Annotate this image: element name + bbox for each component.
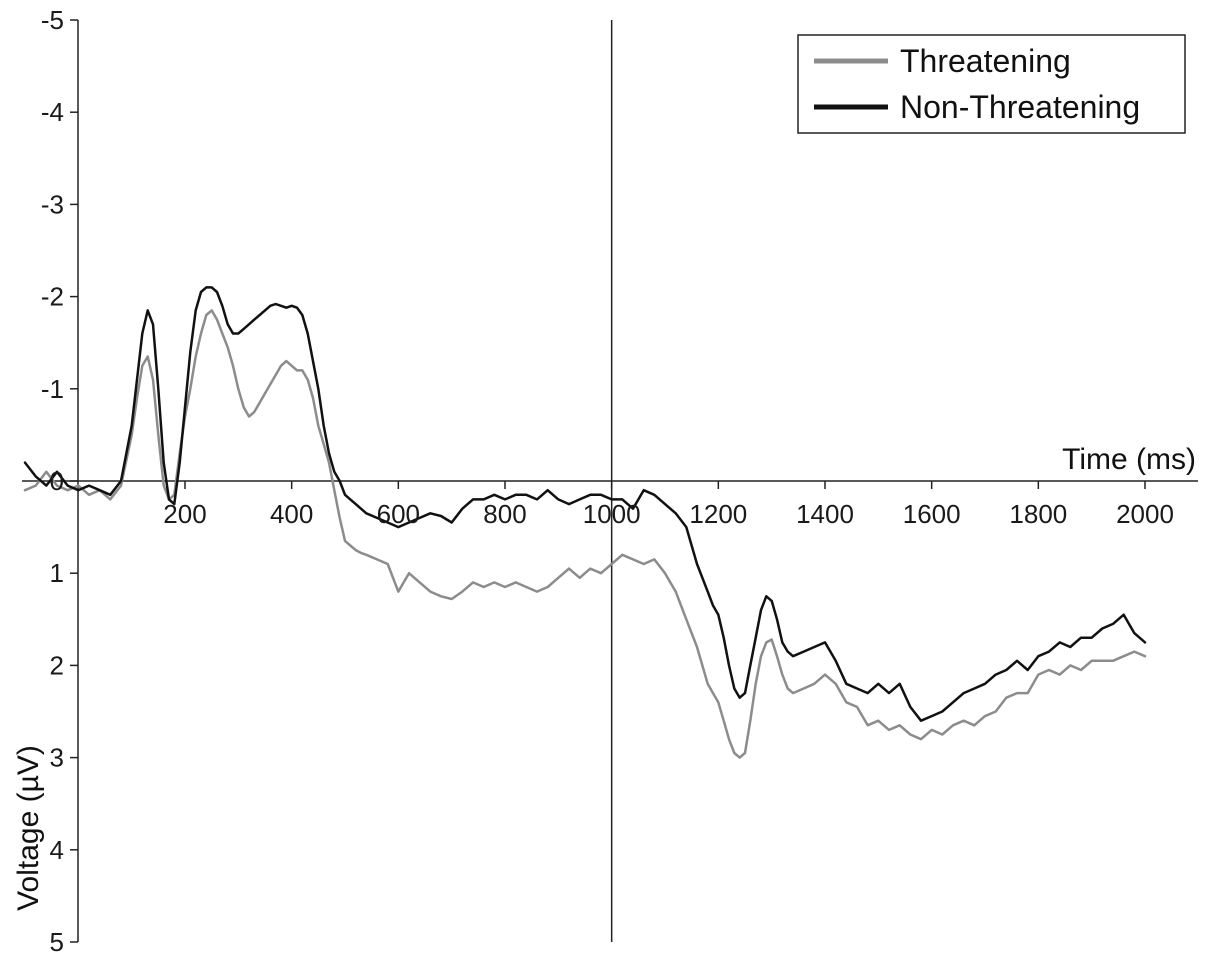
- y-tick-label: -3: [41, 189, 64, 219]
- y-tick-label: 1: [50, 558, 64, 588]
- series-line-non-threatening: [23, 286, 1147, 722]
- y-tick-label: 3: [50, 743, 64, 773]
- y-tick-label: 4: [50, 835, 64, 865]
- y-tick-label: 2: [50, 650, 64, 680]
- legend: Threatening Non-Threatening: [797, 34, 1186, 134]
- series-line-threatening: [23, 309, 1147, 759]
- x-tick-label: 1800: [1009, 499, 1067, 529]
- x-tick-label: 200: [163, 499, 206, 529]
- x-tick-label: 1200: [689, 499, 747, 529]
- y-tick-label: -5: [41, 5, 64, 35]
- x-tick-label: 1000: [583, 499, 641, 529]
- x-tick-label: 600: [377, 499, 420, 529]
- axes-layer: [22, 19, 1198, 943]
- legend-box: [797, 34, 1186, 134]
- y-tick-label: 5: [50, 927, 64, 954]
- y-tick-label: -1: [41, 374, 64, 404]
- x-tick-label: 1600: [903, 499, 961, 529]
- x-tick-label: 1400: [796, 499, 854, 529]
- x-tick-label: 800: [483, 499, 526, 529]
- x-axis-title: Time (ms): [1062, 443, 1196, 476]
- x-tick-label: 400: [270, 499, 313, 529]
- x-tick-label: 2000: [1116, 499, 1174, 529]
- y-axis-title: Voltage (µV): [12, 745, 45, 911]
- y-tick-label: -4: [41, 97, 64, 127]
- y-tick-label: 0: [50, 466, 64, 496]
- labels-layer: -5 -4 -3 -2 -1 0 1 2 3 4 5 200 400 600 800 1000 1200 1400…: [12, 5, 1196, 954]
- series-layer: [23, 286, 1147, 759]
- legend-label: Non-Threatening: [900, 89, 1140, 125]
- legend-label: Threatening: [900, 43, 1071, 79]
- y-tick-label: -2: [41, 282, 64, 312]
